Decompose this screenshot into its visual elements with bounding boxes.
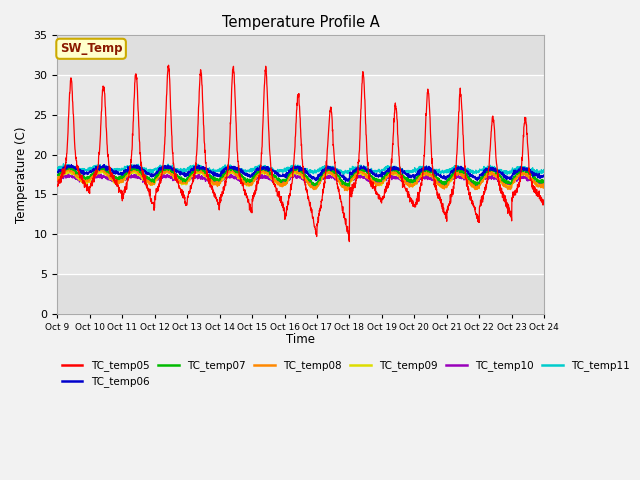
- Title: Temperature Profile A: Temperature Profile A: [222, 15, 380, 30]
- Legend: TC_temp05, TC_temp06, TC_temp07, TC_temp08, TC_temp09, TC_temp10, TC_temp11: TC_temp05, TC_temp06, TC_temp07, TC_temp…: [58, 356, 634, 391]
- Text: SW_Temp: SW_Temp: [60, 42, 122, 55]
- Bar: [58, 194, 544, 234]
- Bar: [58, 115, 544, 155]
- X-axis label: Time: Time: [286, 333, 316, 346]
- Y-axis label: Temperature (C): Temperature (C): [15, 126, 28, 223]
- Bar: [58, 274, 544, 313]
- Bar: [58, 36, 544, 75]
